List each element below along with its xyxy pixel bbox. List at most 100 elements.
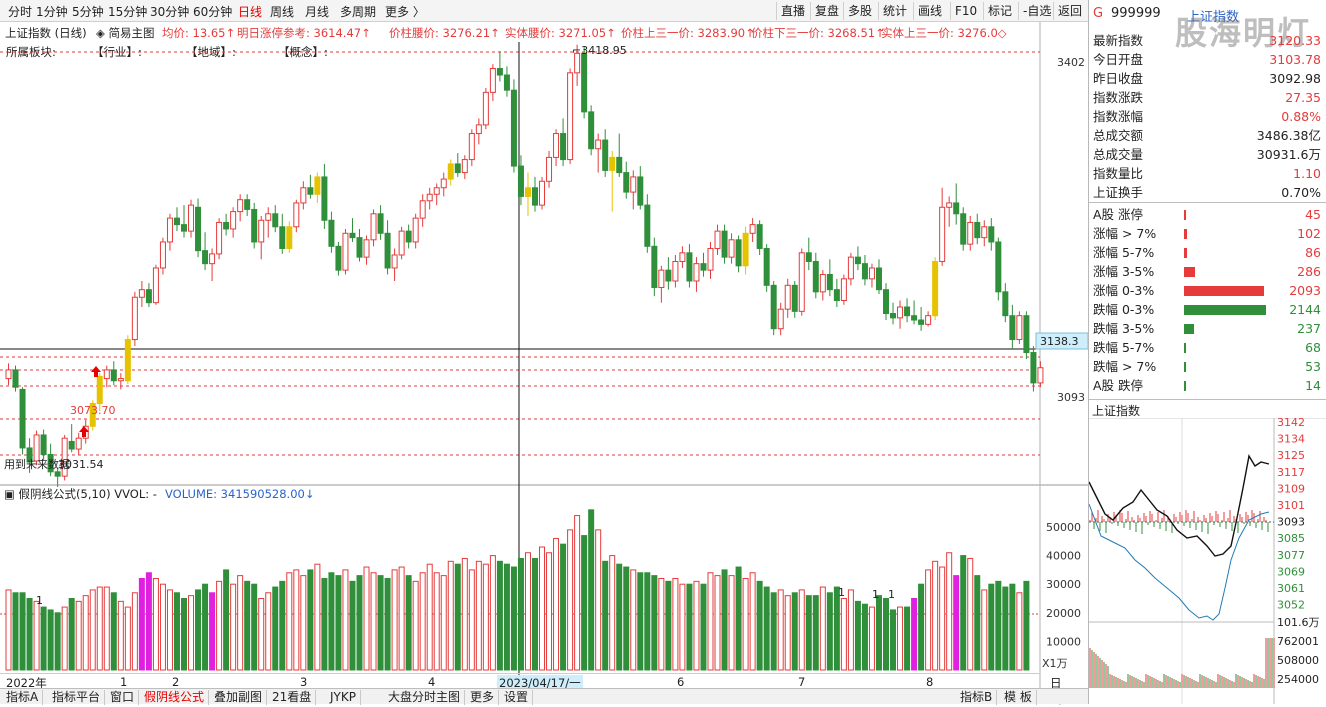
- indicator-tab[interactable]: 窗口: [106, 690, 140, 705]
- tab-60min[interactable]: 60分钟: [193, 5, 233, 19]
- tab-5min[interactable]: 5分钟: [72, 5, 104, 19]
- mini-price-tick: 3125: [1277, 449, 1305, 462]
- candle-body: [96, 375, 103, 405]
- volume-bar: [475, 560, 482, 671]
- candle-body: [244, 199, 251, 210]
- indicator-tab[interactable]: 21看盘: [268, 690, 317, 705]
- candle-body: [496, 68, 503, 76]
- volume-bar: [384, 577, 391, 671]
- candle-body: [517, 165, 524, 197]
- tab-monthly[interactable]: 月线: [305, 5, 330, 19]
- simple-main-chart-toggle[interactable]: ◈ 简易主图: [96, 26, 155, 40]
- template-tab[interactable]: 模 板: [1000, 690, 1037, 705]
- indicator-tab[interactable]: JYKP: [326, 690, 361, 705]
- candle-body: [939, 206, 946, 262]
- template-tab[interactable]: 指标B: [956, 690, 998, 705]
- mini-vol-tick: 101.6万: [1277, 616, 1320, 629]
- volume-bar: [974, 575, 981, 671]
- volume-bar: [279, 580, 286, 671]
- candle-body: [567, 72, 574, 161]
- quote-row: 最新指数 3120.33: [1093, 31, 1323, 50]
- tab-weekly[interactable]: 周线: [270, 5, 295, 19]
- volume-bar: [145, 572, 152, 671]
- indicator-tab[interactable]: 指标A: [2, 690, 44, 705]
- candle-body: [321, 176, 328, 221]
- volume-bar: [461, 557, 468, 671]
- watchlist-button[interactable]: -自选: [1018, 2, 1055, 20]
- tab-15min[interactable]: 15分钟: [108, 5, 148, 19]
- candle-body: [904, 306, 911, 317]
- tab-fenshi[interactable]: 分时: [8, 5, 33, 19]
- volume-bar: [230, 583, 237, 671]
- candle-body: [953, 202, 960, 215]
- candle-body: [756, 224, 763, 249]
- breadth-value: 68: [1305, 340, 1321, 355]
- volume-bar: [363, 566, 370, 671]
- candle-body: [883, 289, 889, 315]
- candle-body: [5, 369, 12, 380]
- draw-button[interactable]: 画线: [913, 2, 946, 20]
- volume-bar: [447, 560, 454, 671]
- breadth-bar: [1184, 362, 1187, 372]
- candle-body: [532, 187, 538, 206]
- volume-bar: [588, 509, 595, 671]
- volume-bar: [609, 555, 616, 671]
- tab-1min[interactable]: 1分钟: [36, 5, 68, 19]
- volume-bar: [89, 589, 96, 671]
- volume-bar: [784, 595, 791, 671]
- more-button[interactable]: 更多 〉: [385, 5, 425, 19]
- live-button[interactable]: 直播: [776, 2, 809, 20]
- volume-bar: [918, 583, 925, 671]
- candle-body: [721, 230, 728, 258]
- indicator-tab[interactable]: 更多: [466, 690, 500, 705]
- stats-button[interactable]: 统计: [878, 2, 911, 20]
- tab-multi-period[interactable]: 多周期: [340, 5, 377, 19]
- candle-body: [1002, 291, 1009, 317]
- volume-bar: [321, 577, 328, 671]
- indicator-tab[interactable]: 叠加副图: [210, 690, 268, 705]
- indicator-tab[interactable]: 设置: [500, 690, 534, 705]
- candle-body: [300, 187, 307, 204]
- volume-bar: [54, 612, 61, 671]
- volume-tick: 50000: [1046, 521, 1081, 534]
- volume-bar: [75, 600, 82, 671]
- multi-stock-button[interactable]: 多股: [843, 2, 876, 20]
- intraday-mini-chart[interactable]: 3142 3134 3125 3117 3109 3101 3093 3085 3077 3069…: [1089, 418, 1326, 704]
- candle-body: [342, 232, 349, 271]
- volume-bar: [173, 592, 180, 671]
- candle-body: [833, 289, 840, 302]
- volume-bar: [672, 577, 679, 671]
- candle-body: [777, 308, 784, 330]
- tab-30min[interactable]: 30分钟: [150, 5, 190, 19]
- mini-price-tick: 3142: [1277, 418, 1305, 429]
- volume-bar: [798, 589, 805, 671]
- back-button[interactable]: 返回: [1053, 2, 1086, 20]
- volume-bar: [742, 577, 749, 671]
- quote-row: 总成交额 3486.38亿: [1093, 126, 1323, 145]
- candle-body: [349, 232, 356, 239]
- indicator-tab[interactable]: 大盘分时主图: [384, 690, 466, 705]
- candle-body: [314, 176, 321, 195]
- f10-button[interactable]: F10: [950, 2, 981, 20]
- candle-body: [237, 199, 244, 213]
- review-button[interactable]: 复盘: [810, 2, 843, 20]
- candle-body: [637, 176, 644, 206]
- mark-button[interactable]: 标记: [983, 2, 1016, 20]
- breadth-row: 跌幅 0-3% 2144: [1093, 300, 1323, 319]
- volume-bar: [195, 589, 202, 671]
- candle-body: [489, 68, 496, 93]
- mini-price-tick: 3077: [1277, 549, 1305, 562]
- indicator-tab[interactable]: 假阴线公式: [140, 690, 210, 705]
- breadth-row: A股 涨停 45: [1093, 205, 1323, 224]
- volume-bar: [433, 572, 440, 671]
- candle-body: [798, 252, 805, 312]
- indicator-tab[interactable]: 指标平台: [48, 690, 106, 705]
- candle-body: [630, 176, 637, 193]
- candle-body: [1030, 352, 1037, 384]
- volume-bar: [468, 569, 475, 671]
- candle-body: [75, 437, 82, 450]
- volume-bar: [546, 552, 553, 671]
- volume-bar: [756, 580, 763, 671]
- tab-daily[interactable]: 日线: [238, 5, 263, 19]
